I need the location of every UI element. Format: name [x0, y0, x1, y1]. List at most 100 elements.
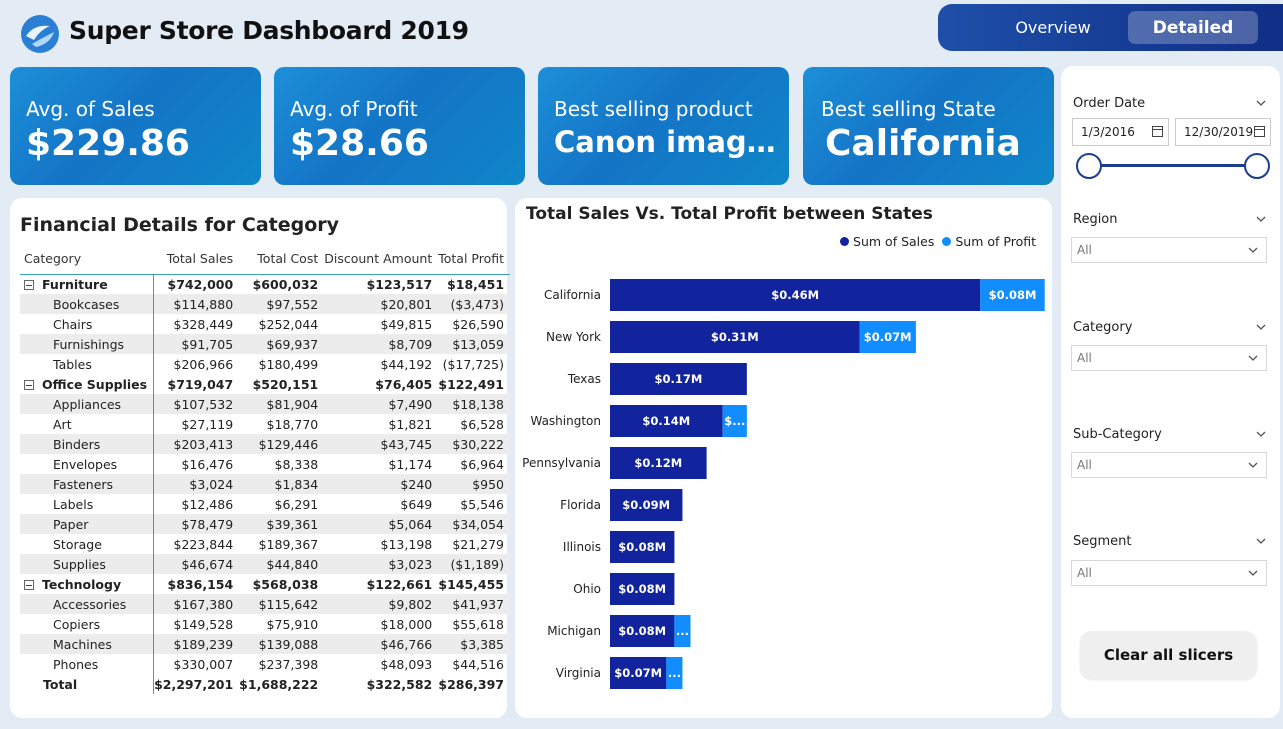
table-row: Labels $12,486 $6,291 $649 $5,546 [20, 494, 510, 514]
sales-bar[interactable] [610, 615, 675, 647]
chevron-down-icon [1248, 355, 1258, 361]
sales-bar[interactable] [610, 657, 667, 689]
slider-end-handle[interactable] [1244, 153, 1270, 179]
column-header[interactable]: Discount Amount [324, 244, 439, 275]
segment-dropdown[interactable]: All [1071, 560, 1267, 586]
value-cell: $203,413 [153, 434, 240, 454]
start-date-input[interactable]: 1/3/2016 [1072, 118, 1169, 146]
end-date-value: 12/30/2019 [1184, 125, 1254, 139]
category-cell: Storage [20, 534, 155, 554]
value-cell: $6,964 [460, 456, 505, 472]
sales-bar[interactable] [610, 363, 747, 395]
profit-bar[interactable] [722, 405, 747, 437]
value-cell: ($17,725) [442, 356, 505, 372]
category-cell: Art [20, 414, 155, 434]
value-cell: $5,064 [324, 514, 439, 534]
value-cell: $18,770 [266, 416, 319, 432]
calendar-icon[interactable] [1254, 126, 1265, 137]
value-cell: $44,192 [380, 356, 433, 372]
profit-bar[interactable] [674, 615, 691, 647]
profit-bar[interactable] [666, 657, 683, 689]
value-cell: $950 [438, 474, 511, 494]
bar-data-label: $0.46M [771, 288, 819, 302]
end-date-input[interactable]: 12/30/2019 [1175, 118, 1271, 146]
category-cell: Phones [20, 654, 155, 674]
kpi-value: $28.66 [290, 123, 429, 164]
region-dropdown[interactable]: All [1071, 237, 1267, 263]
slider-start-handle[interactable] [1076, 153, 1102, 179]
kpi-value: California [825, 123, 1021, 164]
category-cell: Fasteners [20, 474, 155, 494]
category-label: Supplies [53, 556, 106, 572]
value-cell: $286,397 [438, 676, 505, 692]
sales-bar[interactable] [610, 321, 860, 353]
collapse-icon[interactable] [24, 379, 34, 390]
sales-bar[interactable] [610, 573, 675, 605]
tab-detailed[interactable]: Detailed [1128, 11, 1258, 44]
value-cell: $149,528 [173, 616, 234, 632]
value-cell: $836,154 [167, 576, 234, 592]
category-cell: Envelopes [20, 454, 155, 474]
kpi-value: $229.86 [26, 123, 190, 164]
value-cell: $3,023 [324, 554, 439, 574]
chevron-down-icon[interactable] [1256, 214, 1266, 224]
value-cell: $3,024 [153, 474, 240, 494]
sales-bar[interactable] [610, 531, 675, 563]
value-cell: $189,367 [258, 536, 319, 552]
chevron-down-icon[interactable] [1256, 536, 1266, 546]
value-cell: $129,446 [239, 434, 325, 454]
table-group-row[interactable]: Office Supplies $719,047 $520,151 $76,405 $1… [20, 374, 510, 394]
clear-slicers-button[interactable]: Clear all slicers [1080, 631, 1257, 679]
sales-bar[interactable] [610, 489, 683, 521]
table-group-row[interactable]: Technology $836,154 $568,038 $122,661 $145,4… [20, 574, 510, 594]
table-row: Tables $206,966 $180,499 $44,192 ($17,725) [20, 354, 510, 374]
value-cell: $76,405 [375, 376, 433, 392]
sales-bar[interactable] [610, 405, 723, 437]
page-nav: Overview Detailed [938, 4, 1283, 51]
column-header[interactable]: Total Cost [239, 244, 325, 275]
value-cell: $3,385 [438, 634, 511, 654]
category-label: Phones [53, 656, 99, 672]
category-label: Art [53, 416, 72, 432]
profit-bar[interactable] [859, 321, 916, 353]
value-cell: $55,618 [452, 616, 505, 632]
region-label: Region [1073, 212, 1118, 227]
sales-bar[interactable] [610, 447, 707, 479]
legend-item-sales[interactable]: Sum of Sales [840, 234, 934, 249]
calendar-icon[interactable] [1152, 126, 1163, 137]
column-header[interactable]: Total Sales [153, 244, 240, 275]
kpi-avg-profit: Avg. of Profit $28.66 [274, 67, 525, 185]
collapse-icon[interactable] [24, 579, 34, 590]
profit-bar[interactable] [980, 279, 1045, 311]
chevron-down-icon[interactable] [1256, 322, 1266, 332]
category-axis-label: Florida [560, 498, 601, 512]
value-cell: $6,291 [274, 496, 319, 512]
kpi-value: Canon imageCL... [554, 125, 786, 159]
sales-bar[interactable] [610, 279, 981, 311]
value-cell: $6,528 [460, 416, 505, 432]
tab-overview[interactable]: Overview [1015, 18, 1091, 37]
category-cell: Total [20, 674, 155, 694]
column-header[interactable]: Total Profit [438, 244, 511, 275]
value-cell: $75,910 [266, 616, 319, 632]
category-dropdown[interactable]: All [1071, 345, 1267, 371]
category-cell: Labels [20, 494, 155, 514]
bar-data-label: $0.08M [618, 540, 666, 554]
category-cell: Tables [20, 354, 155, 374]
chart-legend: Sum of Sales Sum of Profit [840, 234, 1036, 249]
bar-data-label: $0.12M [634, 456, 682, 470]
category-label: Envelopes [53, 456, 118, 472]
value-cell: $107,532 [153, 394, 240, 414]
collapse-icon[interactable] [24, 279, 34, 290]
chevron-down-icon[interactable] [1256, 98, 1266, 108]
column-header[interactable]: Category [20, 244, 154, 275]
kpi-best-product: Best selling product Canon imageCL... [538, 67, 789, 185]
sub-category-dropdown[interactable]: All [1071, 452, 1267, 478]
legend-item-profit[interactable]: Sum of Profit [942, 234, 1036, 249]
chevron-down-icon [1248, 462, 1258, 468]
category-label: Furnishings [53, 336, 125, 352]
table-group-row[interactable]: Furniture $742,000 $600,032 $123,517 $18,451 [20, 274, 510, 294]
chevron-down-icon[interactable] [1256, 429, 1266, 439]
value-cell: $240 [324, 474, 439, 494]
date-range-slider[interactable] [1088, 164, 1258, 167]
